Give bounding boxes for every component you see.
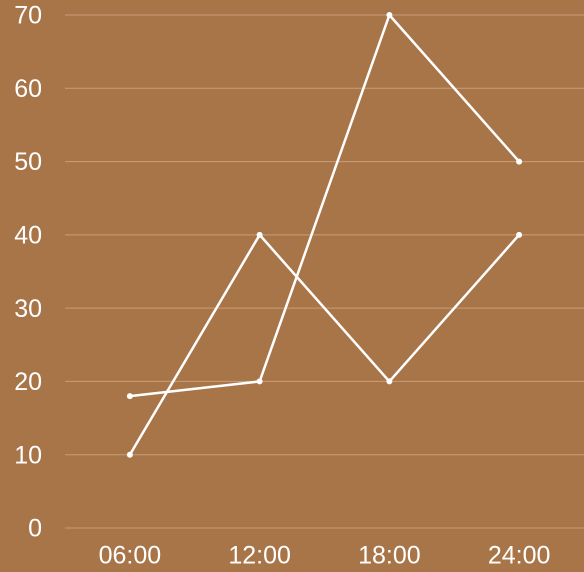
point [386,378,393,385]
y-tick-label: 60 [14,75,42,103]
x-tick-label: 24:00 [488,542,551,570]
point [516,158,523,165]
y-tick-label: 0 [28,515,42,543]
x-tick-label: 18:00 [358,542,421,570]
x-tick-label: 06:00 [99,542,162,570]
point [256,378,263,385]
y-tick-label: 40 [14,221,42,249]
point [256,231,263,238]
x-tick-label: 12:00 [228,542,291,570]
point [386,12,393,18]
y-tick-label: 50 [14,148,42,176]
y-tick-label: 30 [14,295,42,323]
point [126,451,133,458]
point [516,231,523,238]
line [128,233,521,456]
y-tick-label: 20 [14,368,42,396]
point [126,393,133,400]
y-tick-label: 70 [14,2,42,30]
y-tick-label: 10 [14,441,42,469]
line [129,13,521,398]
